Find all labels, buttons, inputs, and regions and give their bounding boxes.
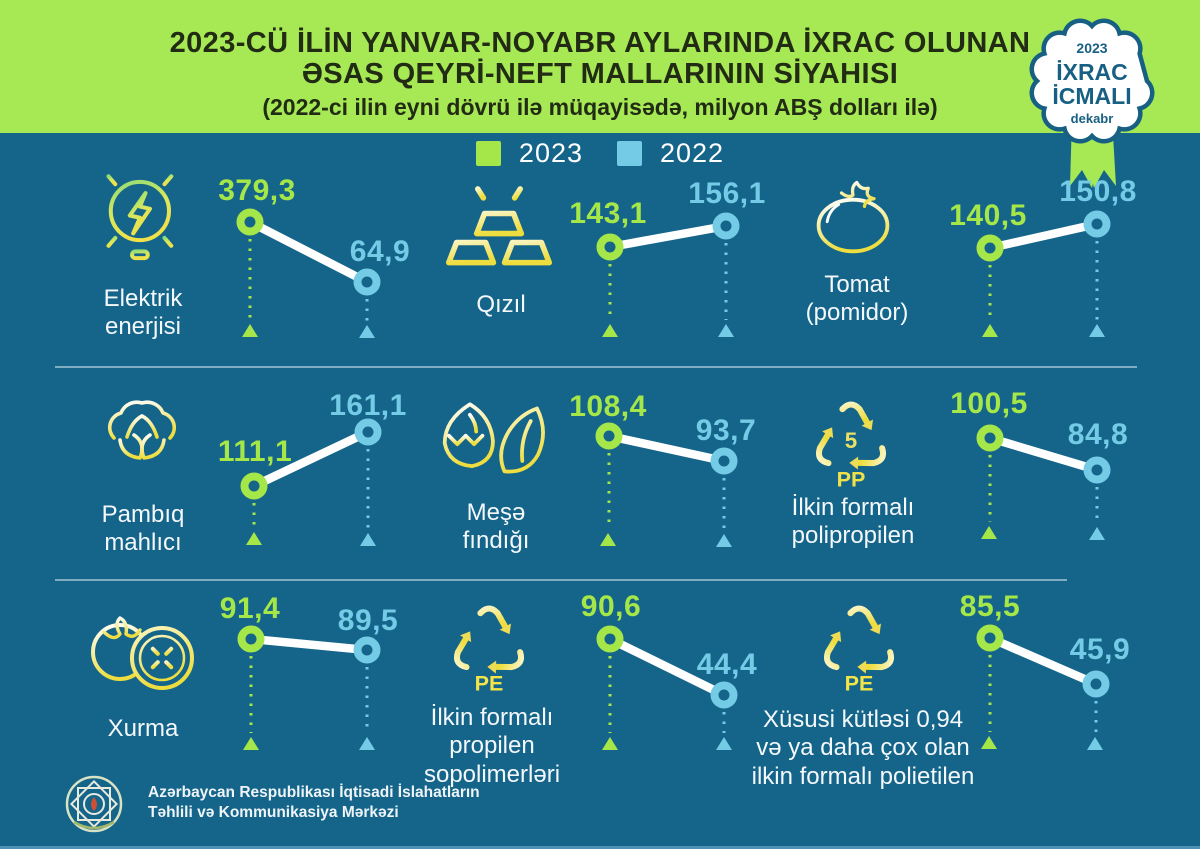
slope-elektrik-enerjisi bbox=[236, 208, 381, 338]
slope-polipropilen bbox=[976, 424, 1111, 540]
report-badge: 2023 İXRAC İCMALI dekabr bbox=[1029, 18, 1155, 188]
recycle-pp-icon: 5 PP bbox=[808, 390, 894, 492]
slope-pambiq-mahlici bbox=[240, 418, 382, 546]
cotton-icon bbox=[107, 400, 177, 472]
slope-xurma bbox=[237, 625, 381, 750]
resin-code-label: PP bbox=[837, 468, 866, 492]
slope-propilen-sopolimerleri bbox=[596, 625, 738, 750]
badge-seal bbox=[1029, 18, 1155, 144]
legend-label-2022: 2022 bbox=[660, 138, 725, 168]
page-title: 2023-CÜ İLİN YANVAR-NOYABR AYLARINDA İXR… bbox=[0, 28, 1200, 121]
row-divider-1 bbox=[55, 366, 1137, 368]
header-band: 2023-CÜ İLİN YANVAR-NOYABR AYLARINDA İXR… bbox=[0, 0, 1200, 133]
slope-polietilen bbox=[976, 624, 1110, 750]
slope-chart bbox=[236, 208, 1111, 750]
value-2023-tomat: 140,5 bbox=[949, 199, 1027, 232]
title-line-2: ƏSAS QEYRİ-NEFT MALLARININ SİYAHISI bbox=[301, 58, 899, 90]
item-label-tomat: Tomat (pomidor) bbox=[805, 271, 909, 327]
footer-org-line1: Azərbaycan Respublikası İqtisadi İslahat… bbox=[148, 784, 480, 801]
lightbulb-icon bbox=[91, 161, 188, 261]
resin-code-number: 5 bbox=[845, 428, 857, 453]
title-line-1: 2023-CÜ İLİN YANVAR-NOYABR AYLARINDA İXR… bbox=[169, 27, 1031, 59]
value-2022-xurma: 89,5 bbox=[337, 604, 399, 637]
item-label-polipropilen: İlkin formalı polipropilen bbox=[791, 494, 915, 550]
footer-org-line2: Təhlili və Kommunikasiya Mərkəzi bbox=[148, 804, 399, 822]
persimmon-icon bbox=[91, 616, 194, 690]
legend-label-2023: 2023 bbox=[518, 138, 583, 168]
value-2022-elektrik: 64,9 bbox=[349, 235, 411, 268]
coat-of-arms-icon bbox=[65, 775, 123, 833]
hazelnut-icon bbox=[442, 402, 545, 474]
value-2022-qizil: 156,1 bbox=[688, 177, 766, 210]
badge-title-line1: İXRAC bbox=[1056, 59, 1128, 85]
slope-tomat bbox=[976, 210, 1111, 337]
resin-code-label: PE bbox=[845, 672, 874, 696]
legend-swatch-2023 bbox=[475, 141, 501, 166]
gold-bars-icon bbox=[445, 180, 553, 266]
value-2023-mese: 108,4 bbox=[569, 390, 647, 423]
value-2022-tomat: 150,8 bbox=[1059, 175, 1137, 208]
footer-org-name: Azərbaycan Respublikası İqtisadi İslahat… bbox=[148, 783, 480, 824]
tomato-icon bbox=[816, 180, 890, 254]
row-divider-2 bbox=[55, 579, 1067, 581]
value-2023-polipropilen: 100,5 bbox=[950, 387, 1028, 420]
value-2023-xurma: 91,4 bbox=[219, 592, 281, 625]
item-label-qizil: Qızıl bbox=[476, 291, 526, 318]
item-label-elektrik: Elektrik enerjisi bbox=[103, 285, 183, 341]
value-2022-sopolimer: 44,4 bbox=[696, 648, 758, 681]
value-2022-polietilen: 45,9 bbox=[1069, 633, 1131, 666]
legend-item-2023: 2023 bbox=[475, 138, 583, 169]
subtitle: (2022-ci ilin eyni dövrü ilə müqayisədə,… bbox=[262, 94, 938, 120]
value-2022-polipropilen: 84,8 bbox=[1067, 418, 1129, 451]
resin-code-label: PE bbox=[475, 672, 504, 696]
recycle-pe-icon: PE bbox=[446, 594, 532, 696]
value-2022-mese: 93,7 bbox=[695, 414, 757, 447]
value-2023-sopolimer: 90,6 bbox=[580, 590, 642, 623]
value-2023-qizil: 143,1 bbox=[569, 197, 647, 230]
value-2023-pambiq: 111,1 bbox=[217, 435, 293, 468]
slope-qizil bbox=[596, 212, 740, 337]
badge-title-line2: İCMALI bbox=[1052, 83, 1131, 109]
item-label-xurma: Xurma bbox=[107, 715, 179, 742]
legend: 2023 2022 bbox=[0, 138, 1200, 169]
item-label-pambiq: Pambıq mahlıcı bbox=[101, 501, 185, 557]
value-2022-pambiq: 161,1 bbox=[329, 389, 407, 422]
legend-swatch-2022 bbox=[617, 141, 642, 166]
slope-mese-findigi bbox=[595, 422, 738, 547]
bottom-strip bbox=[0, 846, 1200, 849]
value-2023-elektrik: 379,3 bbox=[218, 174, 296, 207]
badge-month: dekabr bbox=[1071, 111, 1114, 126]
legend-item-2022: 2022 bbox=[617, 138, 724, 169]
badge-year: 2023 bbox=[1076, 40, 1107, 56]
recycle-pe-icon: PE bbox=[816, 594, 902, 696]
item-label-polietilen: Xüsusi kütləsi 0,94 və ya daha çox olan … bbox=[751, 706, 975, 790]
item-label-sopolimer: İlkin formalı propilen sopolimerləri bbox=[423, 704, 561, 788]
item-label-mese: Meşə fındığı bbox=[462, 499, 530, 555]
value-2023-polietilen: 85,5 bbox=[959, 590, 1021, 623]
